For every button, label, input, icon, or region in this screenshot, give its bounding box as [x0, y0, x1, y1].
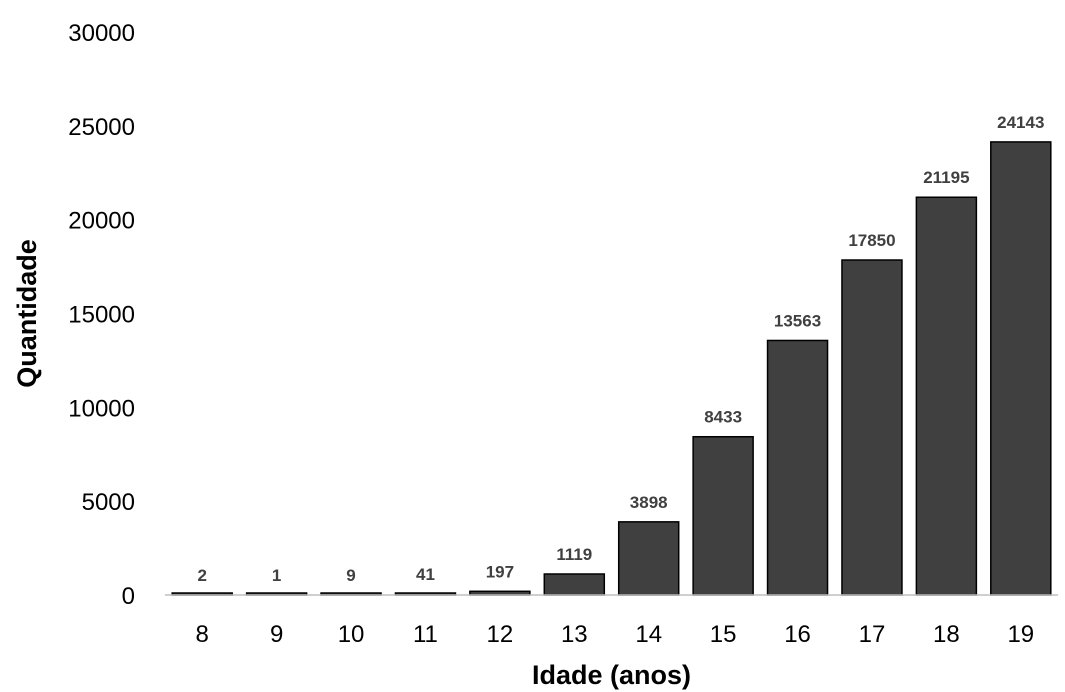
data-label: 8433 — [704, 408, 742, 427]
x-axis-ticks: 8 9 10 11 12 13 14 15 16 17 18 19 — [196, 621, 1035, 648]
y-tick-label: 30000 — [68, 20, 135, 47]
data-label: 24143 — [997, 113, 1044, 132]
x-tick-label: 15 — [710, 621, 737, 648]
bar — [617, 521, 680, 596]
y-tick-label: 0 — [122, 583, 135, 610]
y-axis-ticks: 0 5000 10000 15000 20000 25000 30000 — [68, 20, 135, 610]
x-tick-label: 18 — [933, 621, 960, 648]
bar — [990, 141, 1052, 596]
x-tick-label: 17 — [859, 621, 886, 648]
x-tick-label: 11 — [413, 621, 438, 648]
y-tick-label: 15000 — [68, 302, 135, 329]
y-tick-label: 25000 — [68, 114, 135, 141]
y-axis-title: Quantidade — [12, 239, 42, 388]
y-tick-label: 5000 — [82, 489, 135, 516]
bars-group — [171, 141, 1052, 596]
data-label: 2 — [197, 566, 206, 585]
data-label: 17850 — [848, 231, 895, 250]
data-label: 41 — [416, 565, 435, 584]
bar — [543, 573, 606, 596]
x-tick-label: 13 — [561, 621, 588, 648]
x-tick-label: 16 — [784, 621, 811, 648]
bar — [692, 435, 754, 596]
bar — [841, 259, 903, 596]
data-label: 21195 — [923, 168, 969, 187]
x-tick-label: 8 — [196, 621, 209, 648]
x-tick-label: 14 — [635, 621, 662, 648]
x-axis-title: Idade (anos) — [532, 660, 691, 690]
x-tick-label: 10 — [338, 621, 365, 648]
y-tick-label: 20000 — [68, 208, 135, 235]
x-tick-label: 19 — [1007, 621, 1034, 648]
data-label: 9 — [346, 566, 355, 585]
bar — [766, 339, 829, 596]
data-label: 1 — [272, 566, 281, 585]
data-label: 1119 — [556, 545, 592, 564]
x-tick-label: 12 — [487, 621, 514, 648]
y-tick-label: 10000 — [68, 395, 135, 422]
data-label: 3898 — [630, 493, 668, 512]
bar — [915, 196, 978, 596]
data-label: 197 — [486, 562, 514, 581]
data-labels-group: 2 1 9 41 197 1119 3898 8433 13563 17850 21195 24143 — [197, 113, 1044, 585]
x-tick-label: 9 — [270, 621, 283, 648]
data-label: 13563 — [774, 311, 821, 330]
